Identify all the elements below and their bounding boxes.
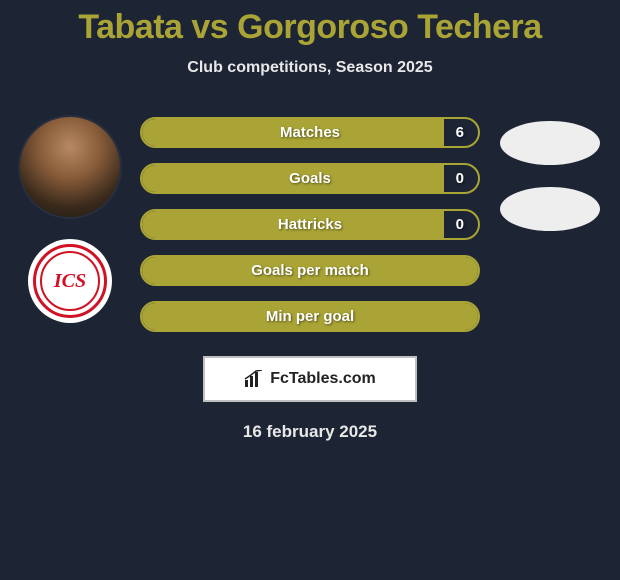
club-badge-monogram: ICS	[40, 251, 100, 311]
stat-bar-label: Min per goal	[142, 303, 478, 330]
player-avatar-placeholder	[500, 121, 600, 165]
stat-bar-value: 0	[456, 211, 464, 238]
stat-bar-value: 6	[456, 119, 464, 146]
brand-watermark: FcTables.com	[203, 356, 417, 402]
stat-bar-label: Goals per match	[142, 257, 478, 284]
page-title: Tabata vs Gorgoroso Techera	[0, 0, 620, 47]
stat-bar-value: 0	[456, 165, 464, 192]
stat-bar-label: Matches	[142, 119, 478, 146]
club-badge-placeholder	[500, 187, 600, 231]
stat-bar-hattricks: Hattricks 0	[140, 209, 480, 240]
snapshot-date: 16 february 2025	[0, 422, 620, 442]
subtitle: Club competitions, Season 2025	[0, 59, 620, 77]
stat-bar-label: Hattricks	[142, 211, 478, 238]
bar-chart-icon	[244, 370, 264, 388]
stat-bars: Matches 6 Goals 0 Hattricks 0 Goals per …	[140, 117, 480, 332]
stat-bar-label: Goals	[142, 165, 478, 192]
stat-bar-goals-per-match: Goals per match	[140, 255, 480, 286]
stat-bar-min-per-goal: Min per goal	[140, 301, 480, 332]
left-player-column: ICS	[10, 117, 130, 323]
right-player-column	[490, 117, 610, 231]
brand-text: FcTables.com	[270, 370, 376, 388]
club-badge-ring-outer: ICS	[33, 244, 107, 318]
comparison-panel: ICS Matches 6 Goals 0 Hattricks 0 Goals …	[0, 117, 620, 332]
internacional-badge: ICS	[28, 239, 112, 323]
stat-bar-matches: Matches 6	[140, 117, 480, 148]
stat-bar-goals: Goals 0	[140, 163, 480, 194]
player-avatar	[20, 117, 120, 217]
